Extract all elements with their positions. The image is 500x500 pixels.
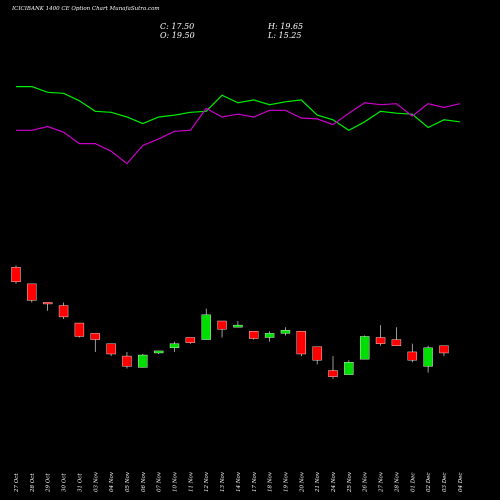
candle-1	[11, 265, 21, 284]
candle-10	[153, 350, 164, 354]
candle-28	[439, 345, 449, 357]
candle-11	[169, 341, 180, 352]
candle-body-up	[360, 336, 370, 360]
x-tick-label: 14 Nov	[236, 471, 242, 492]
candle-body-up	[138, 354, 148, 368]
candle-body-down	[43, 302, 53, 305]
candle-12	[185, 337, 196, 344]
candle-9	[138, 354, 148, 368]
x-tick-label: 13 Nov	[220, 471, 226, 492]
x-tick-label: 04 Dec	[458, 473, 464, 493]
candles	[11, 265, 449, 379]
candle-16	[249, 331, 259, 340]
x-tick-label: 03 Nov	[93, 471, 99, 492]
candle-5	[74, 322, 85, 338]
candle-14	[217, 320, 227, 338]
ma-long-line	[16, 102, 460, 165]
candle-7	[106, 343, 116, 357]
x-tick-label: 25 Nov	[347, 471, 353, 493]
candle-6	[90, 333, 100, 352]
candle-body-down	[106, 343, 116, 355]
x-tick-label: 31 Oct	[77, 473, 83, 492]
x-tick-label: 06 Nov	[141, 471, 147, 492]
x-tick-label: 04 Nov	[109, 471, 115, 492]
candle-body-up	[264, 333, 275, 338]
candle-26	[407, 343, 417, 363]
candle-body-up	[280, 330, 291, 334]
x-tick-label: 30 Oct	[62, 473, 68, 492]
candle-21	[328, 356, 338, 379]
candle-27	[423, 345, 433, 373]
candle-body-down	[312, 346, 322, 361]
x-tick-label: 11 Nov	[188, 471, 194, 492]
candle-body-down	[375, 337, 386, 344]
candle-body-down	[74, 322, 85, 337]
x-tick-label: 26 Nov	[363, 471, 369, 493]
candle-3	[43, 302, 53, 311]
x-tick-label: 03 Dec	[442, 473, 448, 493]
candle-body-down	[328, 370, 338, 377]
x-tick-label: 05 Nov	[125, 471, 131, 492]
candle-body-down	[391, 339, 402, 346]
x-tick-label: 19 Nov	[283, 471, 289, 492]
candle-25	[391, 327, 402, 346]
candle-18	[280, 327, 291, 336]
candle-body-down	[27, 283, 37, 301]
x-tick-label: 12 Nov	[204, 471, 210, 492]
candle-body-down	[407, 351, 417, 361]
chart-title: ICICIBANK 1400 CE Option Chart MunafaSut…	[12, 6, 160, 12]
x-tick-label: 18 Nov	[268, 471, 274, 492]
ma-short-line	[16, 85, 460, 131]
candle-13	[201, 308, 211, 340]
candle-17	[264, 331, 275, 342]
candle-20	[312, 346, 322, 365]
candle-2	[27, 283, 37, 303]
candle-body-down	[296, 331, 306, 355]
candle-body-down	[11, 267, 21, 283]
candle-body-up	[153, 350, 164, 354]
candle-body-up	[201, 314, 211, 340]
candle-body-up	[169, 343, 180, 349]
candle-22	[344, 360, 354, 375]
low-value: L: 15.25	[268, 31, 302, 40]
candle-body-down	[90, 333, 100, 340]
candle-body-down	[122, 355, 132, 367]
candle-body-down	[217, 320, 227, 330]
x-axis-labels: 27 Oct 28 Oct 29 Oct 30 Oct 31 Oct 03 Nov 04 N…	[14, 471, 464, 493]
candle-body-up	[233, 324, 243, 328]
candle-8	[122, 351, 132, 369]
candle-23	[360, 335, 370, 360]
x-tick-label: 21 Nov	[315, 471, 321, 493]
moving-average-lines	[16, 85, 460, 165]
candle-body-down	[249, 331, 259, 339]
close-value: C: 17.50	[160, 22, 195, 31]
candle-body-up	[344, 362, 354, 375]
x-tick-label: 07 Nov	[157, 471, 163, 492]
candle-4	[58, 302, 69, 319]
x-tick-label: 28 Nov	[394, 471, 400, 493]
open-value: O: 19.50	[160, 31, 195, 40]
high-value: H: 19.65	[268, 22, 304, 31]
x-tick-label: 27 Nov	[379, 471, 385, 493]
x-tick-label: 27 Oct	[14, 473, 20, 493]
x-tick-label: 29 Oct	[46, 473, 52, 493]
x-tick-label: 20 Nov	[299, 471, 305, 493]
candle-15	[233, 321, 243, 328]
x-tick-label: 10 Nov	[173, 471, 179, 492]
candle-19	[296, 331, 306, 357]
candle-body-up	[423, 347, 433, 367]
x-tick-label: 02 Dec	[426, 473, 432, 493]
x-tick-label: 28 Oct	[30, 473, 36, 493]
candle-body-down	[439, 345, 449, 354]
x-tick-label: 01 Dec	[410, 473, 416, 493]
candle-body-down	[185, 337, 196, 343]
x-tick-label: 24 Nov	[331, 471, 337, 493]
candle-24	[375, 325, 386, 346]
x-tick-label: 17 Nov	[252, 471, 258, 492]
candle-body-down	[58, 305, 69, 318]
